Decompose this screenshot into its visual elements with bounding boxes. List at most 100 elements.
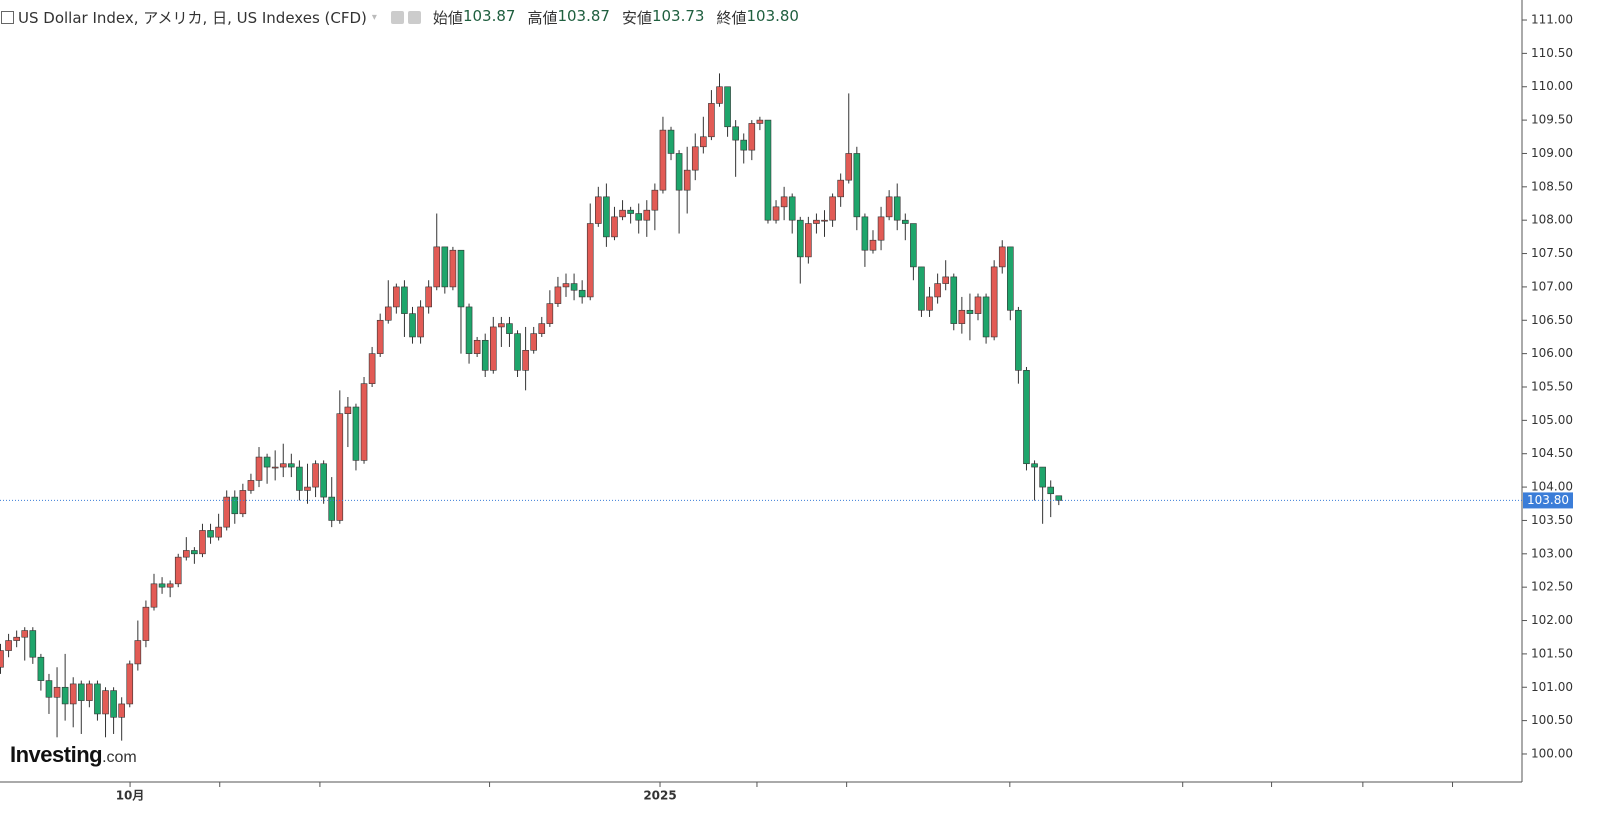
chart-title: US Dollar Index, アメリカ, 日, US Indexes (CF… <box>18 8 367 27</box>
settings-icon[interactable] <box>390 10 404 24</box>
candle-body <box>0 650 4 668</box>
y-tick-label: 109.50 <box>1531 113 1573 127</box>
candle-body <box>465 306 473 354</box>
candle-body <box>829 196 836 221</box>
candle-body <box>700 136 707 148</box>
candle-body <box>554 286 562 304</box>
candle-body <box>942 276 949 284</box>
candle-body <box>417 306 424 338</box>
candle-body <box>974 296 982 314</box>
candle-body <box>449 249 457 288</box>
candle-body <box>481 339 489 371</box>
candle-body <box>215 526 222 538</box>
candle-body <box>384 306 392 321</box>
settings-icon[interactable] <box>407 10 421 24</box>
candle-body <box>659 129 667 191</box>
candle-body <box>562 283 570 288</box>
y-tick-label: 110.00 <box>1531 79 1573 93</box>
logo-suffix: .com <box>102 749 137 766</box>
candle-body <box>570 283 578 291</box>
stat-value: 103.87 <box>462 6 516 25</box>
candle-body <box>805 223 812 258</box>
collapse-icon[interactable] <box>1 10 14 24</box>
candle-body <box>328 496 336 521</box>
candle-body <box>1047 486 1055 495</box>
y-tick-label: 100.50 <box>1531 713 1573 727</box>
candle-body <box>538 323 546 334</box>
candle-body <box>788 196 796 221</box>
candle-body <box>635 213 643 221</box>
candle-body <box>683 169 691 191</box>
candle-body <box>69 683 77 705</box>
candle-body <box>247 480 255 491</box>
candle-body <box>1039 466 1046 488</box>
candle-body <box>61 686 69 705</box>
candle-body <box>174 556 182 585</box>
candle-body <box>748 123 756 151</box>
candle-body <box>716 86 723 104</box>
stat-value: 103.73 <box>651 6 705 25</box>
candle-body <box>950 276 958 324</box>
header: US Dollar Index, アメリカ, 日, US Indexes (CF… <box>0 6 799 28</box>
candle-body <box>926 296 933 311</box>
y-tick-label: 108.50 <box>1531 179 1573 193</box>
candle-body <box>861 216 869 251</box>
candle-body <box>772 206 780 221</box>
candle-body <box>780 196 788 208</box>
candle-body <box>740 139 748 151</box>
y-tick-label: 107.50 <box>1531 246 1573 260</box>
candle-body <box>675 153 683 191</box>
candle-body <box>352 406 360 461</box>
candle-body <box>918 266 925 311</box>
candle-body <box>522 349 529 371</box>
x-tick-label: 2025 <box>643 789 676 803</box>
candle-body <box>296 466 303 491</box>
candle-body <box>1007 246 1014 311</box>
candle-body <box>586 223 594 298</box>
candle-body <box>312 463 319 488</box>
candle-body <box>441 246 449 288</box>
candle-body <box>223 496 230 528</box>
candle-body <box>1023 370 1030 465</box>
y-tick-label: 107.00 <box>1531 279 1573 293</box>
candle-body <box>425 286 432 308</box>
candle-body <box>457 249 465 308</box>
candle-body <box>489 326 497 371</box>
candle-body <box>158 583 166 588</box>
y-tick-label: 103.00 <box>1531 546 1573 560</box>
y-tick-label: 111.00 <box>1531 13 1573 27</box>
candle-body <box>110 690 117 718</box>
stat-label: 始値 <box>432 8 463 27</box>
candle-body <box>901 219 909 224</box>
candle-body <box>94 683 101 715</box>
candle-body <box>853 153 861 218</box>
candle-body <box>498 323 505 328</box>
candle-body <box>207 530 214 538</box>
candle-body <box>595 196 602 224</box>
candle-body <box>199 530 206 555</box>
candle-body <box>667 129 675 154</box>
candle-body <box>77 683 85 701</box>
candle-body <box>1015 309 1022 371</box>
candle-body <box>869 239 877 251</box>
candle-body <box>271 466 279 469</box>
candle-body <box>29 630 37 658</box>
y-tick-label: 103.50 <box>1531 513 1573 527</box>
y-tick-label: 102.50 <box>1531 580 1573 594</box>
y-tick-label: 109.00 <box>1531 146 1573 160</box>
candle-body <box>982 296 990 338</box>
candle-body <box>360 383 368 461</box>
y-tick-label: 100.00 <box>1531 746 1573 760</box>
candle-body <box>401 286 408 314</box>
candle-body <box>732 126 739 141</box>
candle-body <box>393 286 400 308</box>
candle-body <box>150 583 158 608</box>
price-tag-label: 103.80 <box>1527 493 1569 507</box>
candle-body <box>578 289 586 298</box>
candle-body <box>409 313 416 338</box>
dropdown-arrow[interactable]: ▾ <box>371 11 377 23</box>
candle-body <box>514 333 521 371</box>
candle-body <box>368 353 376 384</box>
